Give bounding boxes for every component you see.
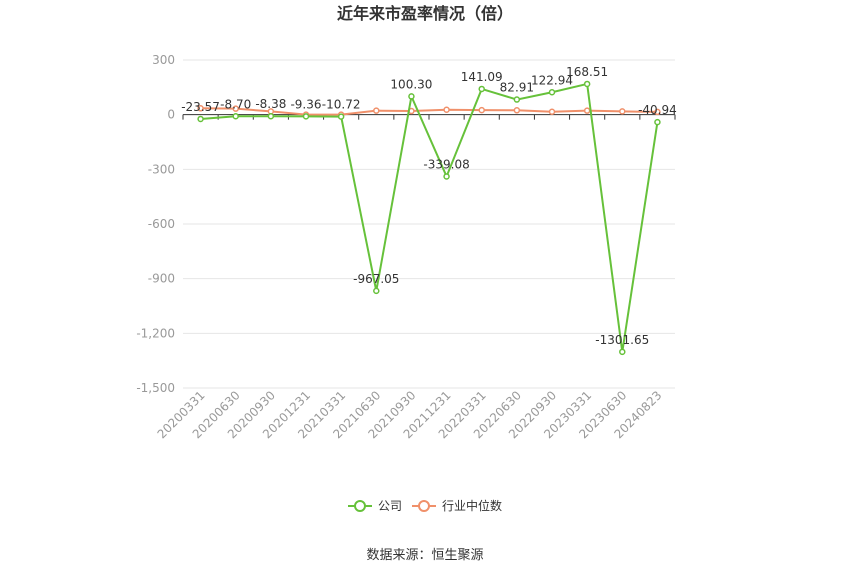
company-point[interactable] — [583, 80, 591, 88]
legend-marker-company — [354, 500, 366, 512]
company-point[interactable] — [443, 173, 450, 180]
legend: 公司 行业中位数 — [348, 498, 502, 513]
company-data-label: -23.57 — [181, 100, 220, 114]
industry-point[interactable] — [197, 105, 204, 112]
company-point[interactable] — [408, 93, 415, 100]
industry-point[interactable] — [619, 108, 626, 115]
y-tick-label: -300 — [148, 162, 175, 176]
company-data-label: 122.94 — [531, 73, 573, 87]
industry-point[interactable] — [373, 107, 380, 114]
industry-point[interactable] — [443, 106, 450, 113]
y-tick-label: 300 — [152, 53, 175, 67]
company-point[interactable] — [302, 113, 310, 120]
company-point[interactable] — [478, 85, 485, 93]
y-tick-label: -1,200 — [136, 326, 175, 340]
y-tick-label: 0 — [167, 108, 175, 122]
company-point[interactable] — [654, 118, 661, 126]
industry-point[interactable] — [548, 108, 556, 116]
y-tick-label: -600 — [148, 217, 175, 231]
industry-point[interactable] — [478, 106, 485, 114]
data-labels: -23.57 -8.70 -8.38 -9.36 -10.72 -967.05 100.30… — [181, 65, 677, 347]
company-data-label: -9.36 — [290, 97, 321, 111]
company-data-label: -40.94 — [638, 103, 677, 117]
company-data-label: -1301.65 — [595, 333, 649, 347]
company-point[interactable] — [232, 113, 239, 120]
company-point[interactable] — [373, 287, 380, 295]
industry-median-line — [200, 107, 658, 116]
company-data-label: -339.08 — [423, 157, 469, 171]
industry-point[interactable] — [583, 107, 591, 114]
company-data-label: -10.72 — [322, 98, 361, 112]
industry-point[interactable] — [232, 105, 239, 112]
company-data-label: 168.51 — [566, 65, 608, 79]
y-tick-label: -1,500 — [136, 381, 175, 395]
company-point[interactable] — [619, 348, 626, 356]
industry-point[interactable] — [654, 108, 661, 116]
data-source: 数据来源：恒生聚源 — [366, 548, 483, 563]
y-tick-label: -900 — [148, 272, 175, 286]
legend-item-industry-median[interactable]: 行业中位数 — [412, 498, 502, 513]
y-axis: 300 0 -300 -600 -900 -1,200 -1,500 — [136, 53, 175, 395]
legend-label-company: 公司 — [378, 499, 402, 513]
company-data-label: 100.30 — [390, 77, 432, 91]
legend-label-industry: 行业中位数 — [442, 498, 502, 513]
chart-title: 近年来市盈率情况（倍） — [337, 4, 513, 23]
company-point[interactable] — [513, 96, 521, 103]
company-line — [200, 82, 659, 353]
company-point[interactable] — [548, 89, 556, 96]
legend-item-company[interactable]: 公司 — [348, 499, 402, 513]
company-data-label: 82.91 — [500, 81, 534, 95]
company-data-label: -8.38 — [255, 97, 286, 111]
legend-marker-industry — [418, 500, 430, 512]
company-point[interactable] — [267, 112, 275, 120]
company-point[interactable] — [337, 113, 345, 120]
company-point[interactable] — [197, 115, 204, 123]
series-lines — [197, 80, 661, 356]
grid-lines — [183, 59, 675, 389]
company-data-label: -967.05 — [353, 272, 399, 286]
company-data-label: 141.09 — [461, 70, 503, 84]
company-data-label: -8.70 — [220, 97, 251, 111]
industry-point[interactable] — [513, 107, 521, 114]
